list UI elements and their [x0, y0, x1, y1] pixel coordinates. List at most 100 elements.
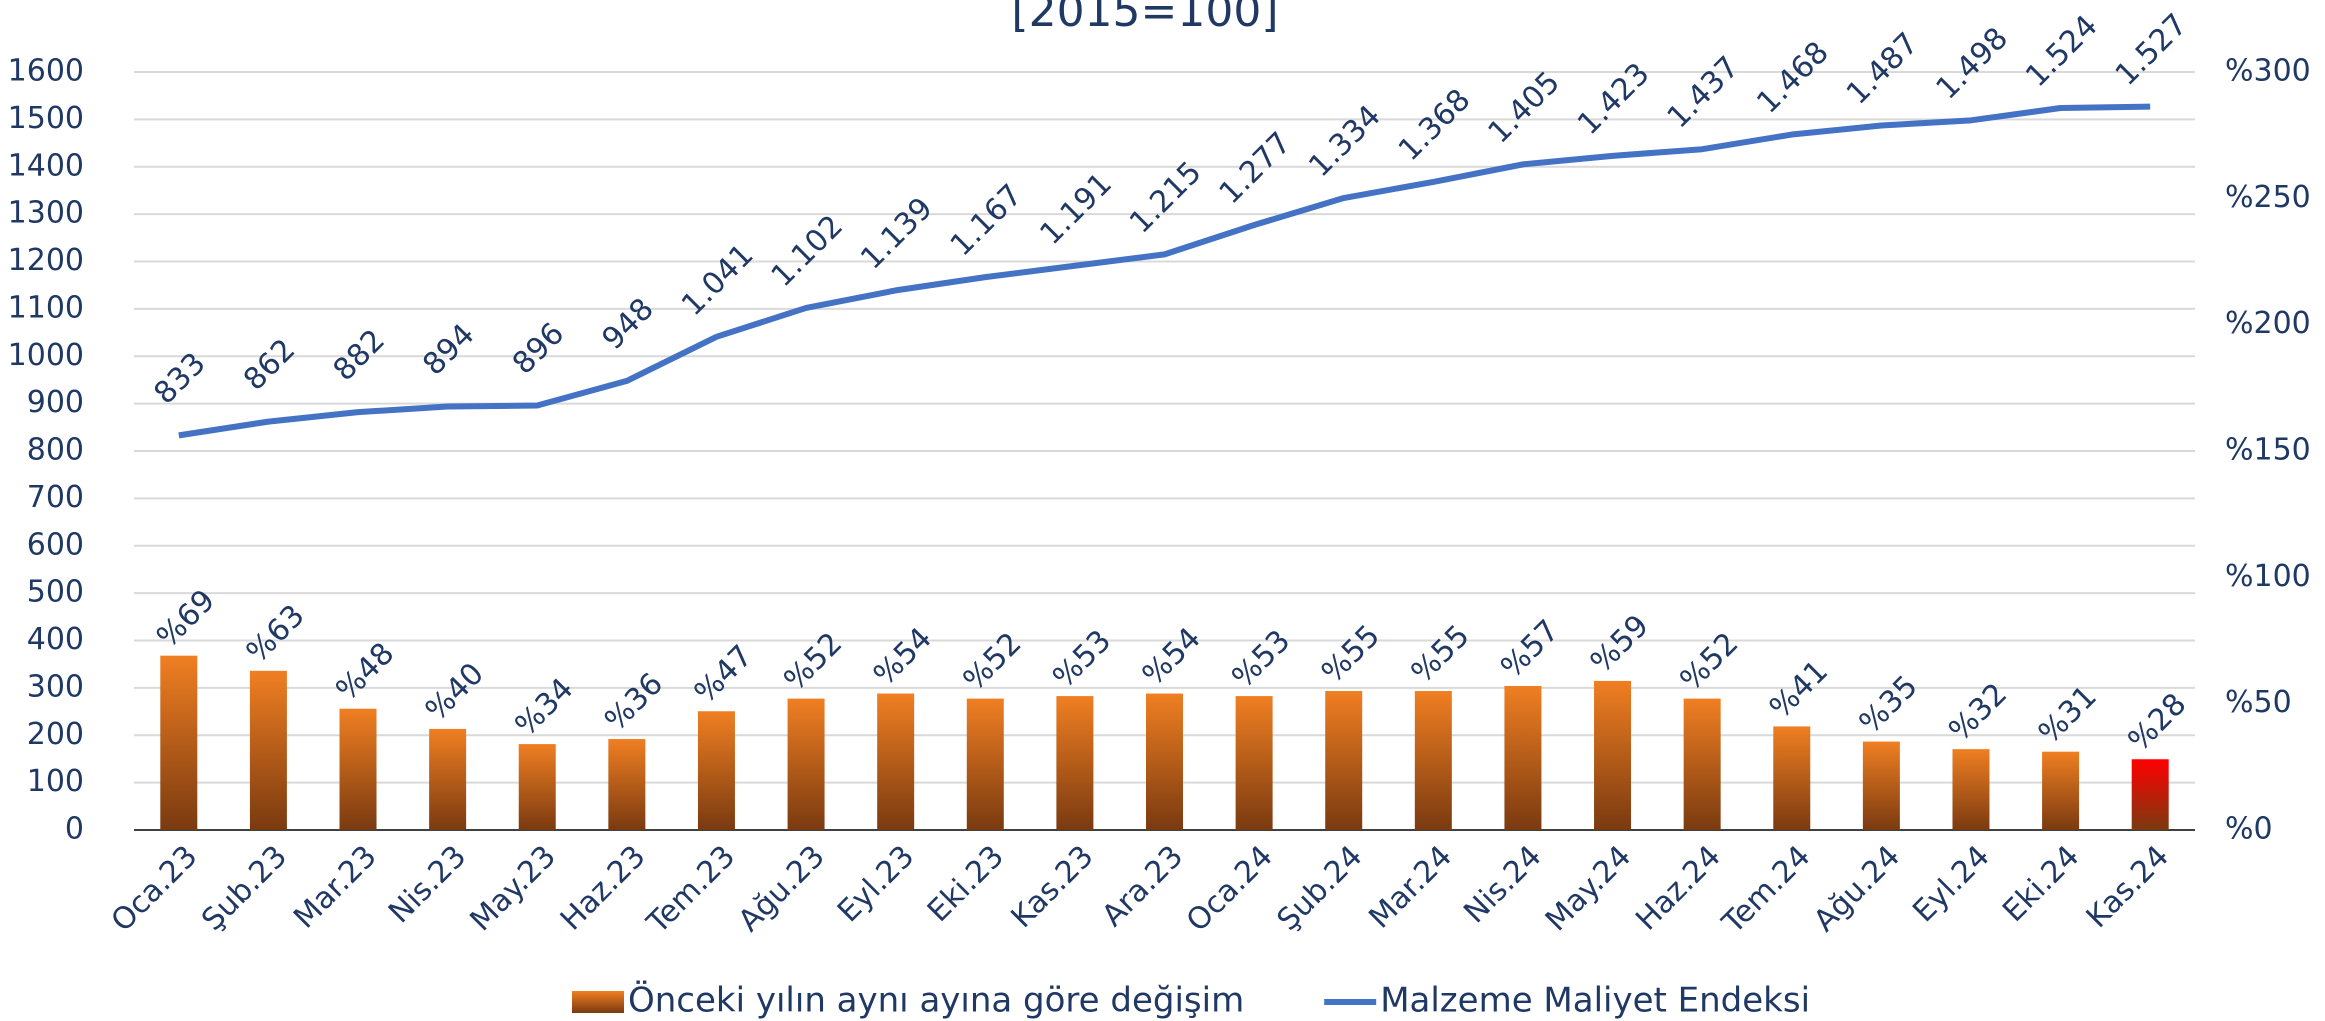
y-tick-label: 1100	[8, 290, 84, 325]
y-tick-label: 800	[27, 433, 84, 468]
bar	[249, 670, 287, 830]
y-tick-label: 1000	[8, 338, 84, 373]
bar-label: %53	[1225, 623, 1297, 695]
bar-label: %35	[1853, 669, 1925, 741]
bar	[1056, 696, 1094, 830]
x-tick-label: May.24	[1539, 839, 1638, 938]
bar-label: %48	[329, 636, 401, 708]
y-tick-label: 1200	[8, 243, 84, 278]
x-tick-label: Şub.23	[195, 839, 294, 938]
chart-title: [2015=100]	[1011, 0, 1278, 37]
y-tick-label: 900	[27, 385, 84, 420]
x-tick-label: Haz.23	[554, 839, 653, 938]
bar-label: %63	[240, 598, 312, 670]
x-tick-label: Kas.24	[2080, 839, 2176, 935]
line-label: 1.215	[1123, 155, 1208, 240]
y2-tick-label: %50	[2225, 685, 2292, 720]
bar	[1773, 726, 1811, 830]
bar-label: %36	[598, 666, 670, 738]
bar-label: %41	[1763, 654, 1835, 726]
line-label: 894	[416, 317, 481, 382]
line-label: 1.527	[2109, 7, 2194, 92]
bar-label: %40	[419, 656, 491, 728]
bar-label: %54	[867, 621, 939, 693]
x-tick-label: Mar.24	[1362, 839, 1459, 936]
y2-tick-label: %200	[2225, 306, 2311, 341]
line-label: 882	[327, 323, 392, 388]
line-label: 1.487	[1840, 26, 1925, 111]
line-label: 1.368	[1392, 82, 1477, 167]
x-tick-label: Şub.24	[1271, 839, 1370, 938]
bar-label: %47	[688, 639, 760, 711]
x-tick-label: Eki.24	[1996, 839, 2086, 929]
x-tick-label: Nis.24	[1457, 839, 1548, 930]
bar-label: %28	[2122, 687, 2194, 759]
y2-tick-label: %0	[2225, 812, 2273, 847]
x-tick-label: Eki.23	[921, 839, 1011, 929]
y-tick-label: 0	[65, 812, 84, 847]
y-tick-label: 1400	[8, 148, 84, 183]
line-label: 1.139	[854, 191, 939, 276]
x-tick-label: Ara.23	[1095, 839, 1190, 934]
y-tick-label: 600	[27, 527, 84, 562]
bar	[787, 698, 825, 830]
line-label: 1.498	[1930, 21, 2015, 106]
bar	[429, 728, 467, 830]
bar	[697, 711, 735, 830]
bar	[1683, 698, 1721, 830]
line-label: 948	[596, 292, 661, 357]
bar	[608, 739, 646, 830]
bar-label: %59	[1584, 608, 1656, 680]
y-tick-label: 1600	[8, 54, 84, 89]
line-label: 1.102	[765, 208, 850, 293]
x-tick-label: Ağu.23	[732, 839, 832, 939]
bar	[1146, 693, 1183, 830]
line-label: 1.524	[2019, 9, 2104, 94]
x-tick-label: Haz.24	[1629, 839, 1728, 938]
y-tick-label: 700	[27, 480, 84, 515]
line-label: 1.041	[675, 237, 760, 322]
x-tick-label: Mar.23	[287, 839, 384, 936]
x-tick-label: Eyl.23	[831, 839, 921, 929]
line-label: 1.437	[1661, 50, 1746, 135]
line-label: 1.468	[1750, 35, 1835, 120]
x-tick-label: Nis.23	[382, 839, 473, 930]
x-tick-label: Tem.23	[640, 839, 742, 941]
y-tick-label: 1500	[8, 101, 84, 136]
x-tick-label: Tem.24	[1715, 839, 1817, 941]
y2-tick-label: %300	[2225, 54, 2311, 89]
x-tick-label: Eyl.24	[1906, 839, 1996, 929]
line-label: 1.334	[1302, 99, 1387, 184]
y2-tick-label: %150	[2225, 433, 2311, 468]
bar-label: %53	[1046, 623, 1118, 695]
x-tick-label: May.23	[464, 839, 563, 938]
bar	[339, 708, 377, 830]
y-tick-label: 200	[27, 717, 84, 752]
line-label: 1.191	[1033, 166, 1118, 251]
bar	[1504, 685, 1542, 830]
line-label: 1.405	[1481, 65, 1566, 150]
legend-swatch	[572, 991, 624, 1013]
bar-label: %54	[1136, 621, 1208, 693]
bar	[1235, 696, 1273, 830]
bar-label: %55	[1315, 618, 1387, 690]
bar	[877, 693, 915, 830]
y2-tick-label: %100	[2225, 559, 2311, 594]
x-tick-label: Kas.23	[1004, 839, 1100, 935]
bar	[2131, 759, 2169, 830]
y-tick-label: 100	[27, 764, 84, 799]
line-label: 1.423	[1571, 56, 1656, 141]
bar	[160, 655, 198, 830]
bar	[518, 744, 556, 830]
x-tick-label: Oca.23	[105, 839, 205, 939]
x-tick-label: Oca.24	[1180, 839, 1280, 939]
bar	[1594, 680, 1632, 830]
bar	[1952, 749, 1990, 830]
legend-label: Malzeme Maliyet Endeksi	[1380, 981, 1810, 1021]
bar-label: %31	[2032, 679, 2104, 751]
legend-label: Önceki yılın aynı ayına göre değişim	[628, 980, 1244, 1021]
bar	[1414, 691, 1452, 830]
y2-tick-label: %250	[2225, 180, 2311, 215]
y-tick-label: 300	[27, 669, 84, 704]
